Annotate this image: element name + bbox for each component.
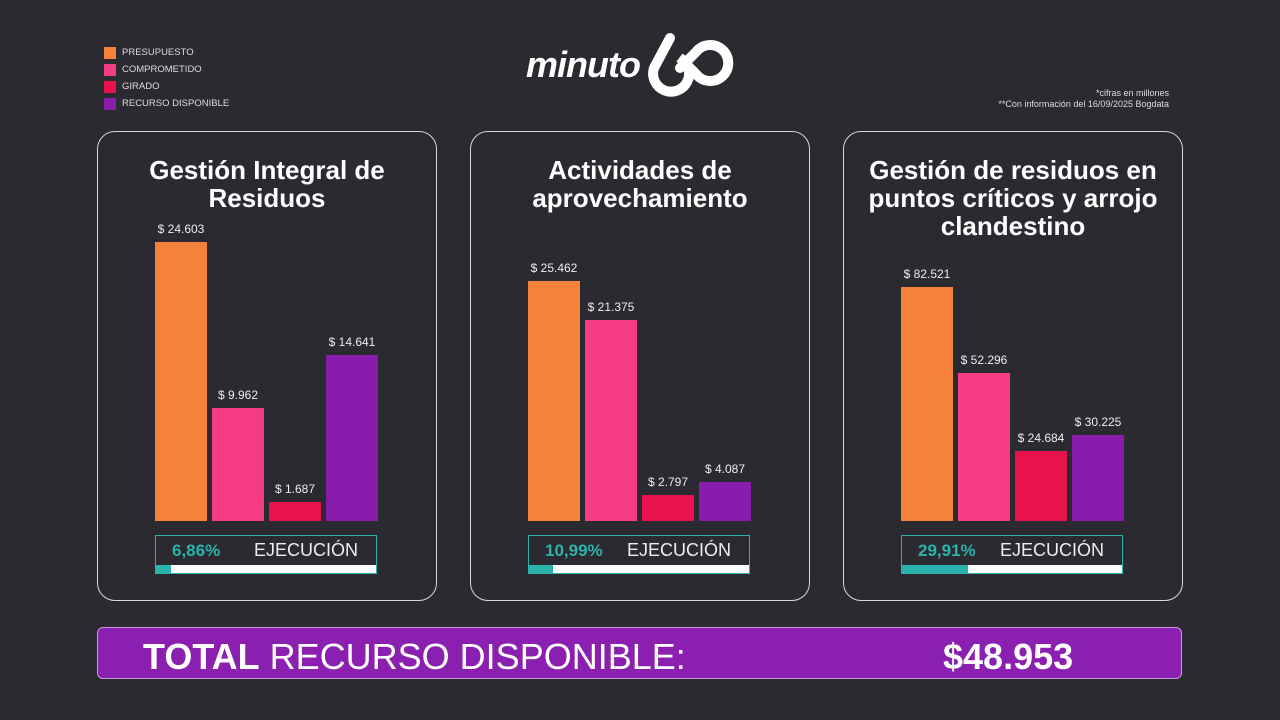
chart-title: Gestión de residuos en puntos críticos y… xyxy=(868,155,1158,241)
legend-swatch xyxy=(104,97,116,110)
legend-item: RECURSO DISPONIBLE xyxy=(104,95,229,112)
bar-comprometido xyxy=(585,319,637,521)
bar-value-label: $ 1.687 xyxy=(274,481,316,496)
note-units: *cifras en millones xyxy=(1095,88,1169,98)
total-bold: TOTAL xyxy=(143,636,260,677)
legend-swatch xyxy=(104,46,116,59)
chart-panel: Gestión Integral de Residuos $ 24.603 $ 9.… xyxy=(97,131,437,601)
bar-recurso-disponible xyxy=(699,482,751,521)
bar-value-label: $ 30.225 xyxy=(1074,415,1122,430)
bar-value-label: $ 52.296 xyxy=(960,352,1008,367)
legend-item: COMPROMETIDO xyxy=(104,61,229,78)
execution-percent: 29,91% xyxy=(918,541,976,560)
notes: *cifras en millones **Con información de… xyxy=(998,88,1169,110)
execution-percent: 10,99% xyxy=(545,541,603,560)
execution-percent: 6,86% xyxy=(172,541,221,560)
logo: minuto xyxy=(526,30,736,100)
progress-fill xyxy=(529,565,554,573)
bar-value-label: $ 2.797 xyxy=(647,474,689,489)
bar-value-label: $ 24.684 xyxy=(1017,431,1065,446)
legend-swatch xyxy=(104,63,116,76)
bar-value-label: $ 25.462 xyxy=(530,261,578,275)
legend: PRESUPUESTO COMPROMETIDO GIRADO RECURSO DIS… xyxy=(104,44,229,112)
progress-track xyxy=(156,565,376,573)
logo-text: minuto xyxy=(526,44,641,85)
logo-60-icon xyxy=(648,33,734,97)
total-label: RECURSO DISPONIBLE: xyxy=(259,636,686,677)
bar-value-label: $ 9.962 xyxy=(217,388,259,403)
execution-label: EJECUCIÓN xyxy=(627,540,732,560)
total-value: $48.953 xyxy=(943,636,1074,677)
bar-presupuesto xyxy=(155,242,207,521)
legend-label: PRESUPUESTO xyxy=(122,47,194,58)
progress-fill xyxy=(156,565,172,573)
execution-progress: 6,86% EJECUCIÓN xyxy=(155,535,377,574)
progress-track xyxy=(902,565,1122,573)
execution-label: EJECUCIÓN xyxy=(1000,540,1105,560)
bar-value-label: $ 82.521 xyxy=(903,267,951,281)
bar-recurso-disponible xyxy=(1072,435,1124,521)
execution-label: EJECUCIÓN xyxy=(254,540,359,560)
chart-title: Actividades de aprovechamiento xyxy=(532,155,748,213)
bar-girado xyxy=(1015,451,1067,521)
bar-value-label: $ 14.641 xyxy=(328,334,376,349)
execution-progress: 10,99% EJECUCIÓN xyxy=(528,535,750,574)
bar-value-label: $ 21.375 xyxy=(587,299,635,314)
total-banner: TOTAL RECURSO DISPONIBLE: $48.953 xyxy=(97,627,1182,679)
chart-panel: Gestión de residuos en puntos críticos y… xyxy=(843,131,1183,601)
bar-girado xyxy=(269,501,321,521)
progress-track xyxy=(529,565,749,573)
execution-progress: 29,91% EJECUCIÓN xyxy=(901,535,1123,574)
note-source: **Con información del 16/09/2025 Bogdata xyxy=(998,99,1169,109)
bar-presupuesto xyxy=(901,287,953,521)
bar-presupuesto xyxy=(528,281,580,521)
legend-item: PRESUPUESTO xyxy=(104,44,229,61)
progress-fill xyxy=(902,565,968,573)
legend-label: COMPROMETIDO xyxy=(122,64,202,75)
legend-swatch xyxy=(104,80,116,93)
bar-recurso-disponible xyxy=(326,354,378,521)
bar-value-label: $ 24.603 xyxy=(157,222,205,236)
chart-title: Gestión Integral de Residuos xyxy=(149,155,385,213)
bar-value-label: $ 4.087 xyxy=(704,462,746,477)
bar-comprometido xyxy=(958,372,1010,521)
chart-panel: Actividades de aprovechamiento $ 25.462 $ … xyxy=(470,131,810,601)
bar-girado xyxy=(642,494,694,521)
legend-label: RECURSO DISPONIBLE xyxy=(122,98,230,109)
legend-label: GIRADO xyxy=(122,81,160,92)
bar-comprometido xyxy=(212,408,264,521)
legend-item: GIRADO xyxy=(104,78,229,95)
